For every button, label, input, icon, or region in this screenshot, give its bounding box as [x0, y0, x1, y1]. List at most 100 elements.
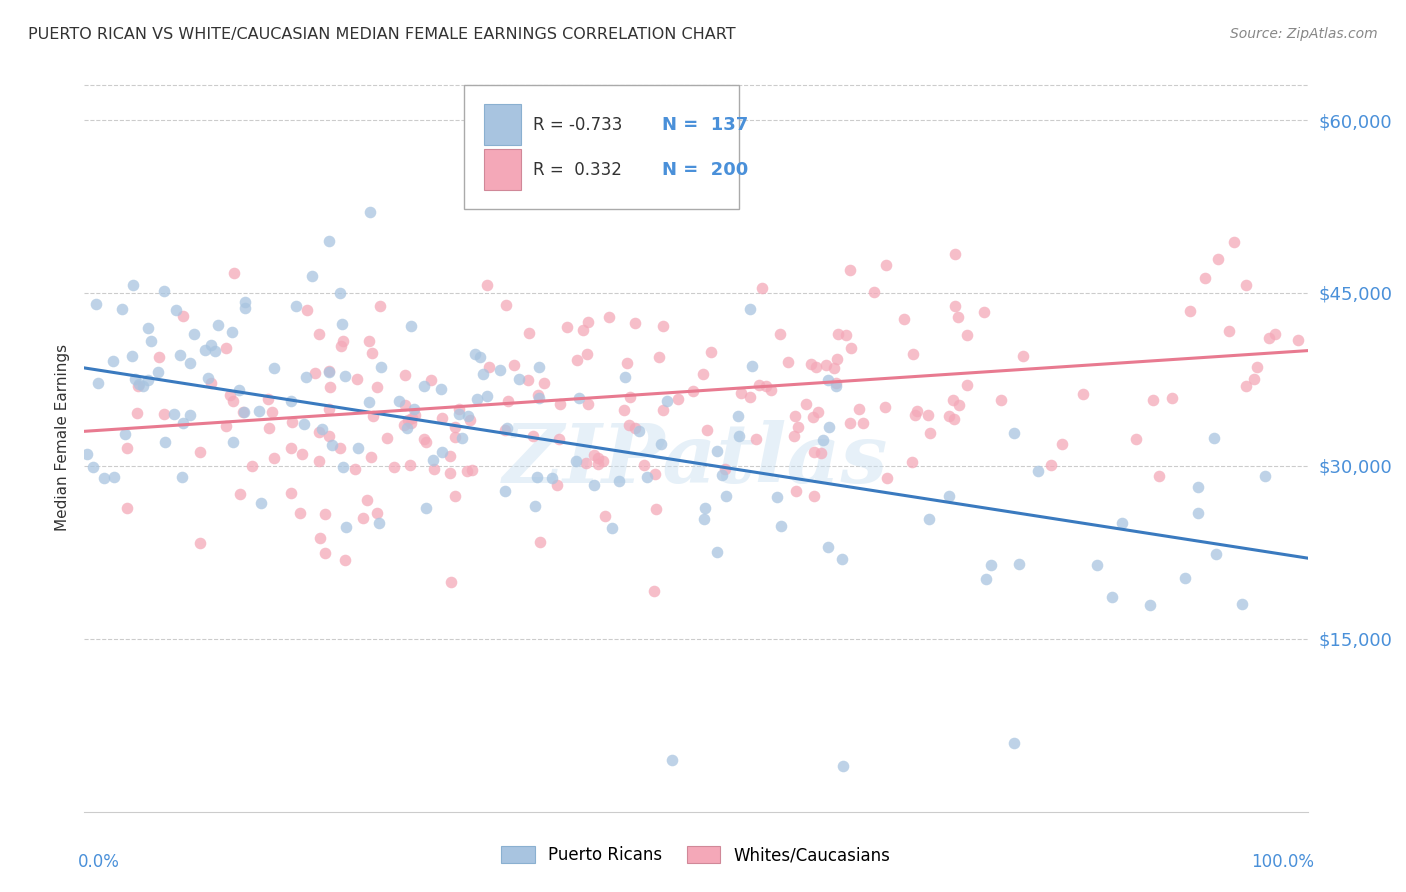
Point [281, 415, 304, 429]
Point [188, 445, 211, 459]
Point [395, 421, 418, 435]
Point [475, 389, 498, 403]
Point [900, 455, 922, 469]
Point [831, 551, 853, 566]
Point [1230, 597, 1253, 611]
Point [153, 285, 176, 299]
Point [457, 409, 479, 424]
Point [803, 489, 825, 503]
Point [294, 417, 316, 432]
Point [359, 395, 381, 409]
Point [318, 429, 340, 443]
Point [333, 553, 356, 567]
Point [526, 470, 548, 484]
Point [170, 470, 193, 484]
Point [152, 407, 174, 421]
Point [295, 369, 318, 384]
Point [541, 471, 564, 485]
Point [1174, 571, 1197, 585]
Point [839, 416, 862, 430]
Point [1206, 252, 1229, 267]
Point [794, 397, 817, 411]
Point [946, 310, 969, 324]
Point [827, 326, 849, 341]
Point [179, 408, 201, 422]
Point [263, 450, 285, 465]
Point [706, 444, 728, 458]
Text: Source: ZipAtlas.com: Source: ZipAtlas.com [1230, 27, 1378, 41]
Point [422, 462, 444, 476]
Point [318, 234, 340, 248]
Point [582, 478, 605, 492]
Point [538, 170, 561, 185]
Point [956, 328, 979, 343]
Point [117, 441, 139, 455]
Point [657, 394, 679, 409]
Point [503, 359, 526, 373]
Point [693, 512, 716, 526]
Point [367, 516, 389, 531]
Point [943, 299, 966, 313]
Point [695, 500, 717, 515]
Point [1002, 735, 1025, 749]
Point [600, 521, 623, 535]
Point [415, 435, 437, 450]
Point [565, 454, 588, 468]
Point [529, 534, 551, 549]
Point [399, 318, 422, 333]
Point [938, 489, 960, 503]
Point [207, 318, 229, 333]
Point [730, 385, 752, 400]
Point [311, 422, 333, 436]
Point [785, 483, 807, 498]
Point [249, 496, 271, 510]
Point [388, 393, 411, 408]
Point [288, 506, 311, 520]
Point [301, 268, 323, 283]
Point [586, 451, 609, 466]
Point [548, 432, 571, 446]
Point [494, 424, 516, 438]
Text: ZIPatlas: ZIPatlas [503, 419, 889, 500]
Point [1246, 360, 1268, 375]
Point [321, 438, 343, 452]
Point [824, 379, 846, 393]
Point [329, 285, 352, 300]
Point [204, 343, 226, 358]
Point [943, 247, 966, 261]
Point [875, 401, 897, 415]
Point [444, 430, 467, 444]
Point [624, 421, 647, 435]
Point [759, 383, 782, 397]
Point [848, 401, 870, 416]
Point [800, 357, 823, 371]
Point [357, 334, 380, 348]
Point [280, 394, 302, 409]
Point [1002, 426, 1025, 441]
Point [1050, 437, 1073, 451]
Point [297, 303, 319, 318]
Point [586, 458, 609, 472]
Point [439, 466, 461, 480]
Point [308, 425, 330, 440]
Point [1008, 557, 1031, 571]
Point [430, 382, 453, 396]
Point [1040, 458, 1063, 472]
Point [356, 492, 378, 507]
Point [824, 376, 846, 390]
Point [155, 434, 177, 449]
Point [633, 458, 655, 472]
Point [527, 388, 550, 402]
Point [488, 363, 510, 377]
Point [361, 346, 384, 360]
Point [555, 320, 578, 334]
Point [990, 393, 1012, 408]
Point [401, 411, 423, 425]
Point [769, 519, 792, 533]
FancyBboxPatch shape [484, 149, 522, 190]
Point [643, 583, 665, 598]
Point [942, 393, 965, 408]
Point [815, 359, 838, 373]
Point [876, 470, 898, 484]
Point [494, 483, 516, 498]
